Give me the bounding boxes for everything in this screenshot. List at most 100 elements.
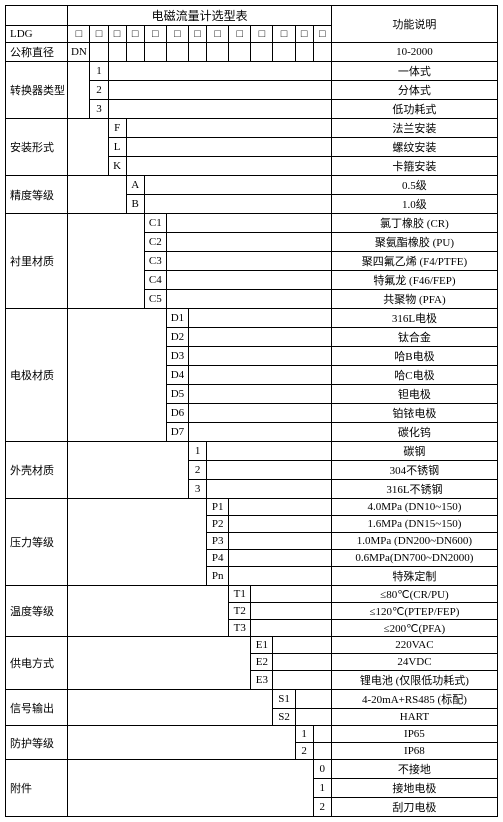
row-label: 温度等级 <box>6 586 68 637</box>
code-box: □ <box>313 26 331 43</box>
code-cell: T2 <box>229 603 251 620</box>
desc-cell: 不接地 <box>331 760 497 779</box>
desc-cell: 钽电极 <box>331 385 497 404</box>
row-label: 电极材质 <box>6 309 68 442</box>
code-box: □ <box>251 26 273 43</box>
desc-cell: 1.6MPa (DN15~150) <box>331 516 497 533</box>
code-cell: D7 <box>166 423 188 442</box>
desc-cell: 316L电极 <box>331 309 497 328</box>
code-cell: C4 <box>144 271 166 290</box>
code-box: □ <box>189 26 207 43</box>
desc-cell: 接地电极 <box>331 779 497 798</box>
desc-cell: HART <box>331 709 497 726</box>
code-cell: D1 <box>166 309 188 328</box>
code-cell: B <box>126 195 144 214</box>
code-box: □ <box>207 26 229 43</box>
code-cell: 1 <box>90 62 108 81</box>
code-cell: F <box>108 119 126 138</box>
code-cell: 3 <box>189 480 207 499</box>
code-cell: E3 <box>251 671 273 690</box>
row-label: 供电方式 <box>6 637 68 690</box>
code-box: □ <box>166 26 188 43</box>
row-label: 精度等级 <box>6 176 68 214</box>
code-cell: Pn <box>207 567 229 586</box>
code-cell: 2 <box>313 798 331 817</box>
code-cell: E2 <box>251 654 273 671</box>
desc-cell: 4-20mA+RS485 (标配) <box>331 690 497 709</box>
desc-cell: 聚四氟乙烯 (F4/PTFE) <box>331 252 497 271</box>
desc-cell: 特殊定制 <box>331 567 497 586</box>
desc-cell: 法兰安装 <box>331 119 497 138</box>
code-box: □ <box>108 26 126 43</box>
table-title: 电磁流量计选型表 <box>68 6 332 26</box>
code-cell: 3 <box>90 100 108 119</box>
code-box: □ <box>295 26 313 43</box>
desc-cell: 24VDC <box>331 654 497 671</box>
desc-cell: 碳化钨 <box>331 423 497 442</box>
code-box: □ <box>68 26 90 43</box>
code-cell: C5 <box>144 290 166 309</box>
desc-cell: 钛合金 <box>331 328 497 347</box>
code-cell: 1 <box>313 779 331 798</box>
desc-cell: 共聚物 (PFA) <box>331 290 497 309</box>
code-cell: P3 <box>207 533 229 550</box>
code-cell: P1 <box>207 499 229 516</box>
desc-cell: 0.6MPa(DN700~DN2000) <box>331 550 497 567</box>
code-cell: P2 <box>207 516 229 533</box>
desc-cell: 氯丁橡胶 (CR) <box>331 214 497 233</box>
row-label: 信号输出 <box>6 690 68 726</box>
code-box: □ <box>144 26 166 43</box>
desc-cell: 分体式 <box>331 81 497 100</box>
row-label-ldg: LDG <box>6 26 68 43</box>
row-label: 公称直径 <box>6 43 68 62</box>
code-cell: A <box>126 176 144 195</box>
code-cell: S1 <box>273 690 295 709</box>
row-label: 压力等级 <box>6 499 68 586</box>
desc-cell: 铂铱电极 <box>331 404 497 423</box>
desc-cell: 10-2000 <box>331 43 497 62</box>
desc-cell: IP68 <box>331 743 497 760</box>
code-cell: D3 <box>166 347 188 366</box>
code-cell: 2 <box>90 81 108 100</box>
code-cell: D5 <box>166 385 188 404</box>
desc-cell: 螺纹安装 <box>331 138 497 157</box>
desc-cell: 碳钢 <box>331 442 497 461</box>
desc-cell: 卡箍安装 <box>331 157 497 176</box>
desc-cell: 刮刀电极 <box>331 798 497 817</box>
desc-cell: 聚氨酯橡胶 (PU) <box>331 233 497 252</box>
code-cell: T3 <box>229 620 251 637</box>
desc-cell: ≤120℃(PTEP/FEP) <box>331 603 497 620</box>
code-cell: S2 <box>273 709 295 726</box>
desc-cell: 220VAC <box>331 637 497 654</box>
desc-cell: IP65 <box>331 726 497 743</box>
code-cell: D6 <box>166 404 188 423</box>
code-cell: 1 <box>295 726 313 743</box>
row-label: 附件 <box>6 760 68 817</box>
row-label: 防护等级 <box>6 726 68 760</box>
desc-cell: 哈C电极 <box>331 366 497 385</box>
selection-table: 电磁流量计选型表功能说明LDG□□□□□□□□□□□□□公称直径DN10-200… <box>5 5 498 817</box>
code-cell: 1 <box>189 442 207 461</box>
code-cell: D2 <box>166 328 188 347</box>
row-label: 安装形式 <box>6 119 68 176</box>
desc-cell: 低功耗式 <box>331 100 497 119</box>
code-cell: DN <box>68 43 90 62</box>
desc-cell: 特氟龙 (F46/FEP) <box>331 271 497 290</box>
row-label: 转换器类型 <box>6 62 68 119</box>
desc-cell: 0.5级 <box>331 176 497 195</box>
desc-cell: ≤200℃(PFA) <box>331 620 497 637</box>
desc-cell: 锂电池 (仅限低功耗式) <box>331 671 497 690</box>
desc-cell: 1.0级 <box>331 195 497 214</box>
code-cell: C1 <box>144 214 166 233</box>
code-cell: 2 <box>295 743 313 760</box>
code-box: □ <box>229 26 251 43</box>
desc-cell: 1.0MPa (DN200~DN600) <box>331 533 497 550</box>
code-cell: 0 <box>313 760 331 779</box>
code-cell: K <box>108 157 126 176</box>
desc-cell: 一体式 <box>331 62 497 81</box>
desc-cell: 4.0MPa (DN10~150) <box>331 499 497 516</box>
code-cell: C3 <box>144 252 166 271</box>
code-cell: C2 <box>144 233 166 252</box>
desc-cell: 哈B电极 <box>331 347 497 366</box>
code-box: □ <box>126 26 144 43</box>
